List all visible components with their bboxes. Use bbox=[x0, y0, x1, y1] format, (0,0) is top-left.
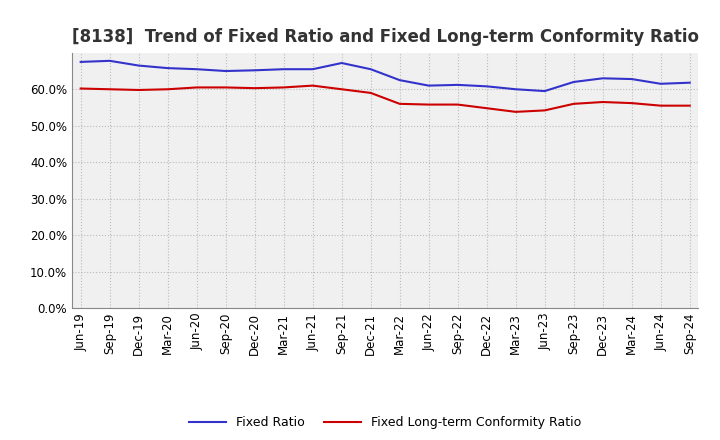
Fixed Long-term Conformity Ratio bbox=[308, 83, 317, 88]
Fixed Ratio bbox=[424, 83, 433, 88]
Legend: Fixed Ratio, Fixed Long-term Conformity Ratio: Fixed Ratio, Fixed Long-term Conformity … bbox=[184, 411, 587, 434]
Fixed Ratio bbox=[135, 63, 143, 68]
Fixed Ratio bbox=[192, 66, 201, 72]
Fixed Long-term Conformity Ratio bbox=[395, 101, 404, 106]
Fixed Long-term Conformity Ratio bbox=[685, 103, 694, 108]
Fixed Ratio bbox=[163, 66, 172, 71]
Fixed Ratio bbox=[454, 82, 462, 88]
Fixed Long-term Conformity Ratio bbox=[627, 100, 636, 106]
Fixed Ratio bbox=[221, 68, 230, 73]
Fixed Long-term Conformity Ratio bbox=[454, 102, 462, 107]
Fixed Ratio bbox=[570, 79, 578, 84]
Fixed Ratio bbox=[598, 76, 607, 81]
Fixed Long-term Conformity Ratio bbox=[251, 85, 259, 91]
Fixed Long-term Conformity Ratio bbox=[570, 101, 578, 106]
Fixed Long-term Conformity Ratio bbox=[105, 87, 114, 92]
Fixed Long-term Conformity Ratio bbox=[163, 87, 172, 92]
Fixed Ratio bbox=[627, 77, 636, 82]
Fixed Ratio bbox=[76, 59, 85, 65]
Fixed Long-term Conformity Ratio bbox=[338, 87, 346, 92]
Fixed Long-term Conformity Ratio bbox=[76, 86, 85, 91]
Fixed Long-term Conformity Ratio bbox=[424, 102, 433, 107]
Fixed Long-term Conformity Ratio bbox=[657, 103, 665, 108]
Fixed Long-term Conformity Ratio bbox=[541, 108, 549, 113]
Fixed Long-term Conformity Ratio bbox=[511, 109, 520, 114]
Fixed Ratio bbox=[482, 84, 491, 89]
Fixed Long-term Conformity Ratio bbox=[279, 85, 288, 90]
Fixed Ratio bbox=[279, 66, 288, 72]
Fixed Long-term Conformity Ratio bbox=[366, 90, 375, 95]
Fixed Ratio bbox=[657, 81, 665, 86]
Fixed Long-term Conformity Ratio bbox=[221, 85, 230, 90]
Fixed Long-term Conformity Ratio bbox=[135, 88, 143, 93]
Fixed Ratio bbox=[395, 77, 404, 83]
Fixed Long-term Conformity Ratio bbox=[482, 106, 491, 111]
Line: Fixed Ratio: Fixed Ratio bbox=[81, 61, 690, 91]
Fixed Ratio bbox=[251, 68, 259, 73]
Fixed Ratio bbox=[366, 66, 375, 72]
Line: Fixed Long-term Conformity Ratio: Fixed Long-term Conformity Ratio bbox=[81, 86, 690, 112]
Fixed Long-term Conformity Ratio bbox=[598, 99, 607, 105]
Fixed Ratio bbox=[105, 58, 114, 63]
Fixed Ratio bbox=[308, 66, 317, 72]
Fixed Ratio bbox=[338, 60, 346, 66]
Fixed Ratio bbox=[511, 87, 520, 92]
Title: [8138]  Trend of Fixed Ratio and Fixed Long-term Conformity Ratio: [8138] Trend of Fixed Ratio and Fixed Lo… bbox=[72, 28, 698, 46]
Fixed Ratio bbox=[541, 88, 549, 94]
Fixed Ratio bbox=[685, 80, 694, 85]
Fixed Long-term Conformity Ratio bbox=[192, 85, 201, 90]
